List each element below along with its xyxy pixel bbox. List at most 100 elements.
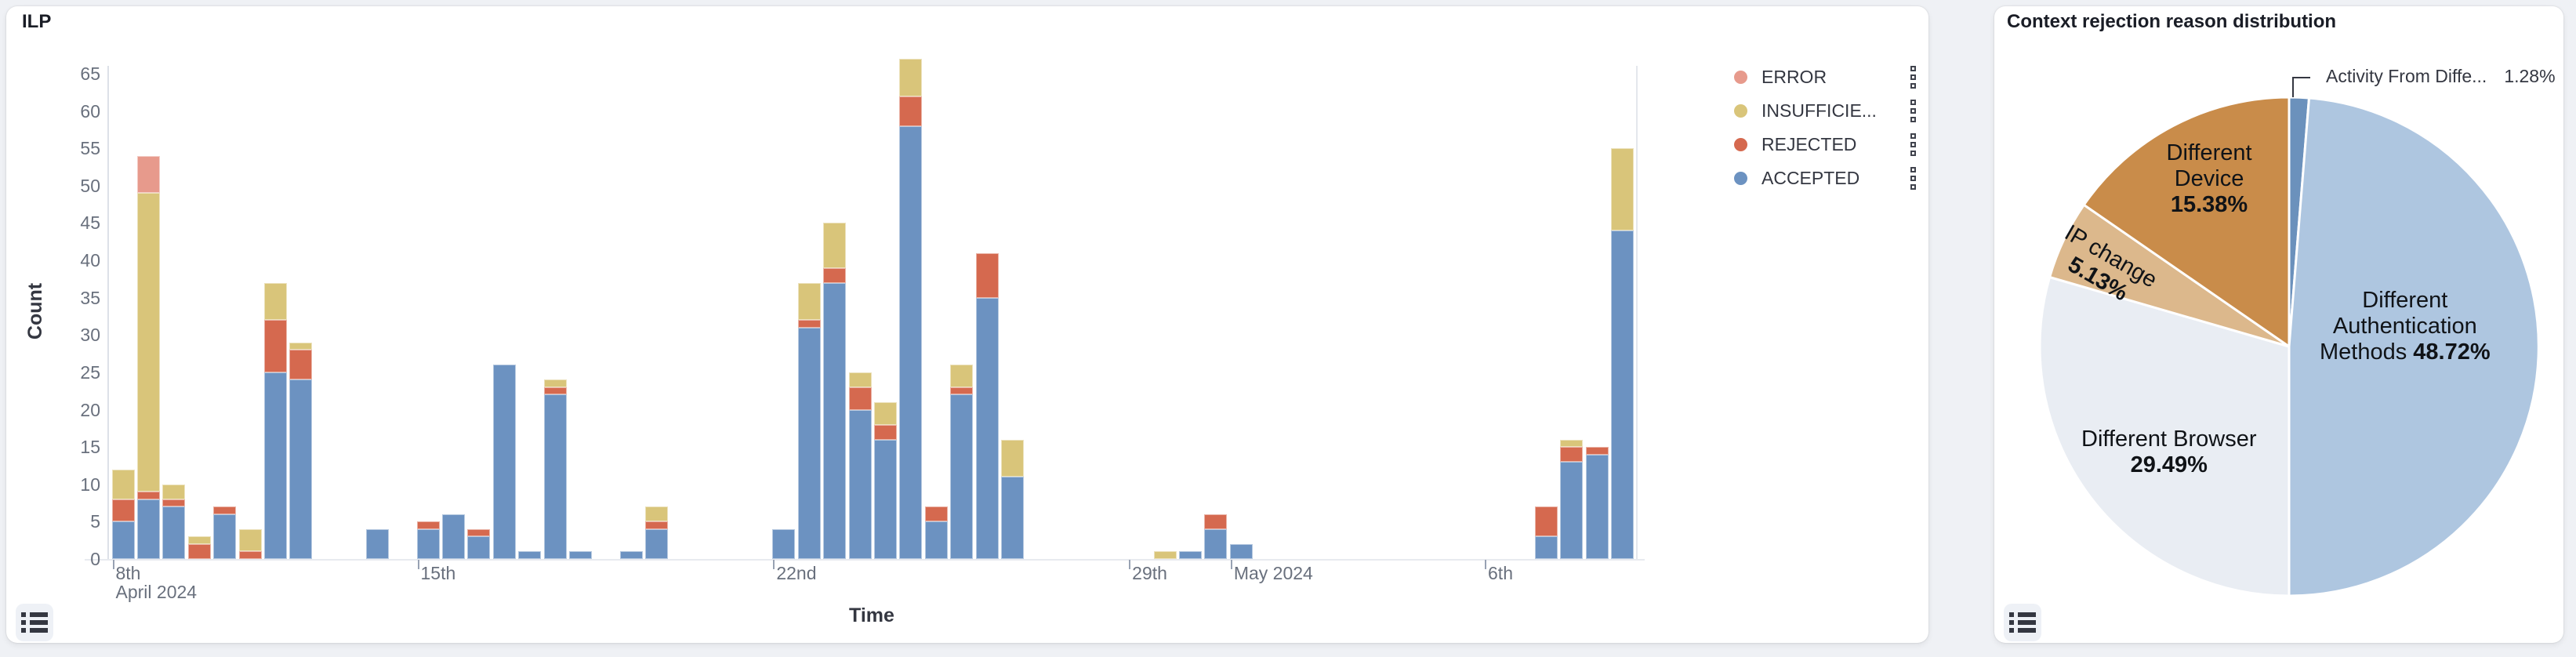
bar-segment-accepted[interactable] xyxy=(1560,462,1584,559)
stacked-bar[interactable] xyxy=(899,58,923,559)
view-data-button[interactable] xyxy=(2004,604,2041,641)
bar-segment-error[interactable] xyxy=(136,155,160,194)
bar-segment-insufficient[interactable] xyxy=(645,506,669,522)
bar-segment-insufficient[interactable] xyxy=(264,282,287,321)
bar-segment-accepted[interactable] xyxy=(797,327,821,559)
stacked-bar[interactable] xyxy=(264,282,287,559)
bar-segment-accepted[interactable] xyxy=(848,409,872,559)
bar-segment-rejected[interactable] xyxy=(187,543,211,559)
bar-segment-rejected[interactable] xyxy=(1204,514,1228,529)
bar-segment-accepted[interactable] xyxy=(569,551,592,559)
pie-slice-different-authentication-methods[interactable] xyxy=(2288,96,2540,597)
bar-segment-accepted[interactable] xyxy=(1179,551,1202,559)
bar-segment-accepted[interactable] xyxy=(441,514,465,559)
stacked-bar[interactable] xyxy=(111,469,135,559)
bar-segment-insufficient[interactable] xyxy=(823,223,847,268)
bar-segment-rejected[interactable] xyxy=(238,551,262,559)
bar-segment-rejected[interactable] xyxy=(950,387,974,395)
bar-segment-accepted[interactable] xyxy=(950,394,974,559)
stacked-bar[interactable] xyxy=(1585,447,1609,559)
stacked-bar[interactable] xyxy=(569,551,592,559)
bar-segment-accepted[interactable] xyxy=(874,439,897,559)
bar-segment-rejected[interactable] xyxy=(111,499,135,522)
bar-segment-accepted[interactable] xyxy=(416,528,440,559)
bar-segment-accepted[interactable] xyxy=(1204,528,1228,559)
bar-segment-accepted[interactable] xyxy=(1534,536,1558,559)
bar-segment-rejected[interactable] xyxy=(645,521,669,529)
stacked-bar[interactable] xyxy=(1179,551,1202,559)
bar-segment-rejected[interactable] xyxy=(975,252,999,298)
bar-segment-rejected[interactable] xyxy=(1585,447,1609,455)
bar-segment-rejected[interactable] xyxy=(264,320,287,372)
stacked-bar[interactable] xyxy=(136,155,160,559)
stacked-bar[interactable] xyxy=(543,379,567,559)
bar-segment-insufficient[interactable] xyxy=(950,365,974,387)
legend-item-insufficie[interactable]: INSUFFICIE... xyxy=(1734,97,1877,124)
bar-segment-accepted[interactable] xyxy=(1229,543,1253,559)
bar-segment-rejected[interactable] xyxy=(416,521,440,529)
bar-segment-accepted[interactable] xyxy=(619,551,643,559)
bar-segment-insufficient[interactable] xyxy=(899,58,923,96)
legend-actions-icon[interactable] xyxy=(1910,133,1920,156)
stacked-bar[interactable] xyxy=(950,365,974,559)
bar-segment-insufficient[interactable] xyxy=(874,402,897,425)
legend-item-accepted[interactable]: ACCEPTED xyxy=(1734,165,1859,191)
bar-segment-accepted[interactable] xyxy=(823,282,847,559)
stacked-bar[interactable] xyxy=(619,551,643,559)
stacked-bar[interactable] xyxy=(1229,543,1253,559)
stacked-bar[interactable] xyxy=(823,223,847,559)
stacked-bar[interactable] xyxy=(645,506,669,559)
stacked-bar[interactable] xyxy=(924,506,948,559)
stacked-bar[interactable] xyxy=(1153,551,1177,559)
legend-item-rejected[interactable]: REJECTED xyxy=(1734,131,1856,158)
bar-segment-accepted[interactable] xyxy=(467,536,491,559)
stacked-bar[interactable] xyxy=(975,252,999,559)
bar-segment-insufficient[interactable] xyxy=(543,379,567,387)
stacked-bar[interactable] xyxy=(492,365,516,559)
bar-segment-rejected[interactable] xyxy=(467,528,491,537)
stacked-bar[interactable] xyxy=(289,342,313,559)
bar-segment-insufficient[interactable] xyxy=(1153,551,1177,559)
bar-segment-rejected[interactable] xyxy=(1560,447,1584,463)
stacked-bar[interactable] xyxy=(1001,439,1025,559)
stacked-bar[interactable] xyxy=(1560,439,1584,559)
bar-segment-rejected[interactable] xyxy=(797,320,821,328)
bar-segment-insufficient[interactable] xyxy=(111,469,135,499)
bar-segment-rejected[interactable] xyxy=(289,350,313,380)
bar-segment-rejected[interactable] xyxy=(213,506,237,514)
stacked-bar[interactable] xyxy=(1534,506,1558,559)
pie-slice-different-browser[interactable] xyxy=(2038,276,2291,597)
bar-segment-insufficient[interactable] xyxy=(1001,439,1025,477)
stacked-bar[interactable] xyxy=(467,528,491,559)
bar-segment-accepted[interactable] xyxy=(772,528,796,559)
bar-segment-insufficient[interactable] xyxy=(162,484,186,499)
bar-segment-rejected[interactable] xyxy=(874,424,897,440)
bar-segment-accepted[interactable] xyxy=(162,506,186,559)
stacked-bar[interactable] xyxy=(1611,148,1634,559)
legend-actions-icon[interactable] xyxy=(1910,66,1920,89)
stacked-bar[interactable] xyxy=(874,402,897,559)
bar-segment-insufficient[interactable] xyxy=(238,528,262,552)
bar-segment-accepted[interactable] xyxy=(136,499,160,559)
bar-segment-rejected[interactable] xyxy=(823,267,847,283)
bar-segment-accepted[interactable] xyxy=(492,365,516,559)
bar-segment-accepted[interactable] xyxy=(365,528,389,559)
stacked-bar[interactable] xyxy=(441,514,465,559)
bar-segment-accepted[interactable] xyxy=(975,297,999,559)
stacked-bar[interactable] xyxy=(518,551,542,559)
bar-segment-accepted[interactable] xyxy=(264,372,287,559)
bar-segment-accepted[interactable] xyxy=(899,125,923,559)
bar-segment-rejected[interactable] xyxy=(136,492,160,499)
stacked-bar[interactable] xyxy=(162,484,186,559)
bar-segment-accepted[interactable] xyxy=(543,394,567,559)
legend-actions-icon[interactable] xyxy=(1910,100,1920,122)
pie-slice-different-device[interactable] xyxy=(2082,96,2291,348)
bar-segment-accepted[interactable] xyxy=(289,379,313,559)
bar-segment-insufficient[interactable] xyxy=(848,372,872,387)
bar-segment-insufficient[interactable] xyxy=(289,342,313,350)
bar-segment-insufficient[interactable] xyxy=(187,536,211,544)
bar-segment-accepted[interactable] xyxy=(645,528,669,559)
bar-segment-rejected[interactable] xyxy=(924,506,948,522)
bar-segment-rejected[interactable] xyxy=(1534,506,1558,537)
stacked-bar[interactable] xyxy=(238,528,262,559)
